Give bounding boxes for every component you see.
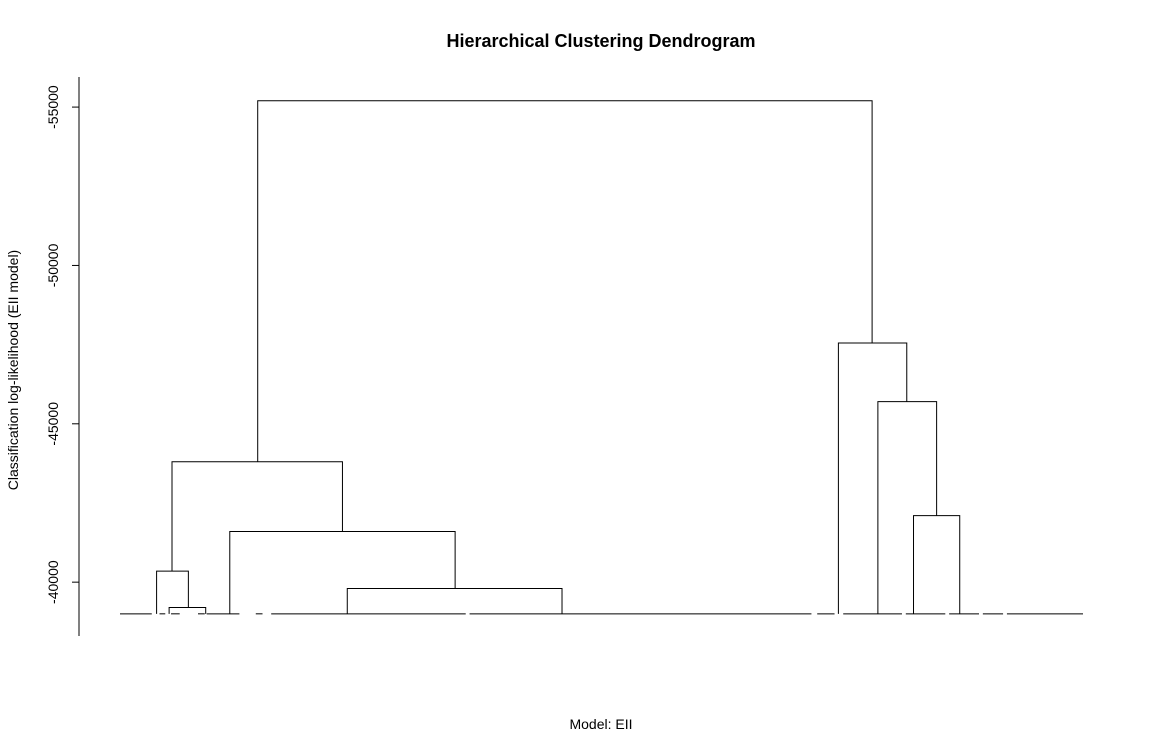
y-tick-label-1: -50000: [45, 243, 61, 287]
link-3: [229, 530, 456, 614]
link-8: [257, 100, 873, 462]
link-2: [346, 587, 563, 614]
y-tick-label-2: -45000: [45, 402, 61, 446]
x-axis-label: Model: EII: [569, 716, 632, 732]
y-tick-label-3: -40000: [45, 560, 61, 604]
link-4: [171, 461, 343, 572]
link-1: [168, 606, 207, 614]
y-axis-label: Classification log-likelihood (EII model…: [5, 250, 21, 490]
y-tick-label-0: -55000: [45, 85, 61, 129]
link-6: [877, 401, 938, 614]
link-7: [837, 342, 908, 614]
y-axis-ticks: -55000 -50000 -45000 -40000: [45, 85, 79, 604]
dendrogram-links: [156, 100, 961, 614]
chart-title: Hierarchical Clustering Dendrogram: [446, 31, 755, 51]
link-5: [913, 515, 961, 614]
link-0: [156, 570, 189, 614]
